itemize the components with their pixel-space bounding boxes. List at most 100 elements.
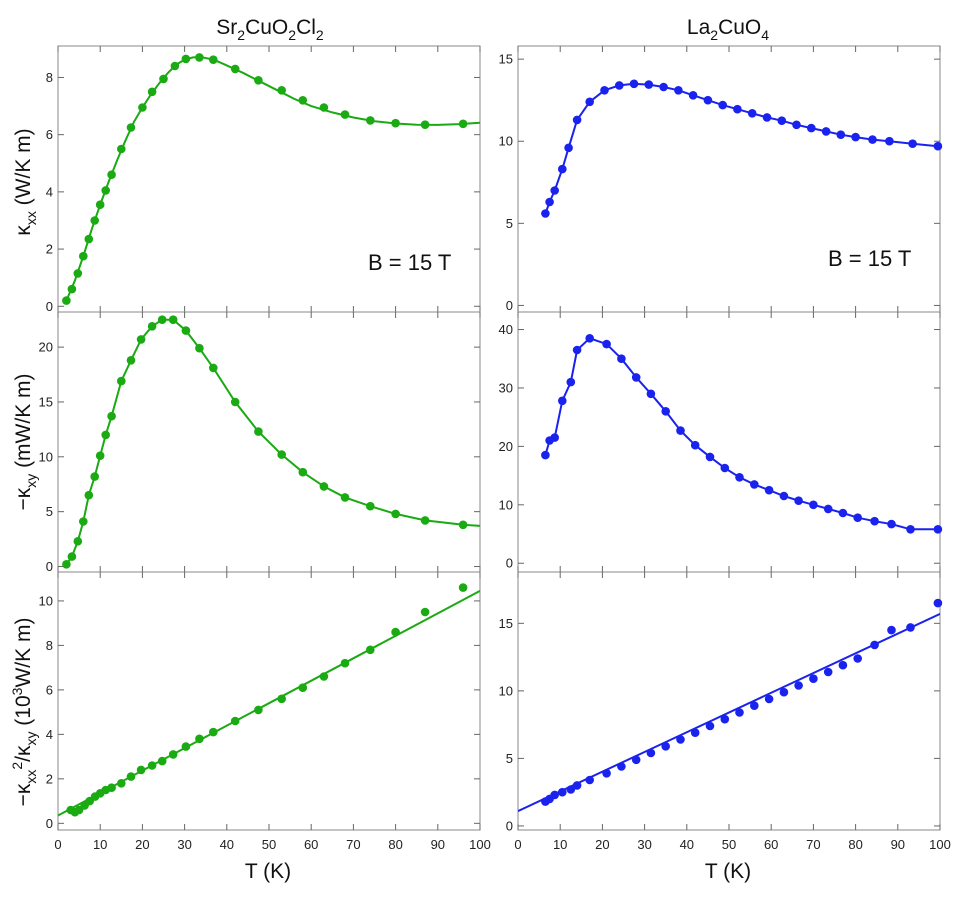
y-tick-label: 6	[46, 127, 53, 142]
data-point	[602, 769, 611, 778]
data-point	[779, 491, 789, 501]
y-tick-label: 10	[499, 497, 513, 512]
x-tick-label: 20	[595, 837, 609, 852]
data-point	[117, 779, 126, 788]
data-point	[631, 373, 641, 382]
data-point	[209, 727, 218, 737]
y-tick-label: 8	[46, 70, 53, 85]
data-point	[617, 762, 626, 771]
data-point	[298, 467, 308, 477]
plot-frame	[517, 311, 941, 573]
data-point	[572, 781, 582, 790]
y-tick-label: 0	[506, 556, 513, 571]
panel-kxy-La2CuO4: 0 10 20 30 40	[499, 311, 943, 573]
data-point	[750, 701, 759, 710]
data-point	[794, 496, 803, 506]
data-point	[79, 517, 88, 526]
y-tick-label: 0	[46, 559, 53, 574]
data-point	[646, 389, 656, 399]
data-point	[254, 705, 263, 715]
data-point	[674, 86, 683, 95]
data-point	[585, 334, 594, 343]
data-point	[319, 672, 329, 681]
data-point	[602, 339, 611, 349]
y-tick-label: 6	[46, 682, 53, 697]
data-point	[420, 607, 430, 617]
data-point	[319, 103, 329, 112]
data-point	[62, 296, 71, 305]
x-tick-label: 70	[806, 837, 820, 852]
data-point	[95, 451, 105, 461]
data-point	[298, 96, 308, 105]
data-point	[90, 216, 99, 225]
ylabel-ratio: −κxx2/κxy (103W/K m)	[9, 618, 39, 807]
data-point	[101, 430, 110, 440]
data-point	[735, 708, 744, 717]
data-point	[600, 86, 609, 95]
data-point	[792, 120, 801, 130]
data-point	[340, 658, 350, 668]
panel-kxy-Sr2CuO2Cl2: 0 5 10 15 20	[39, 311, 481, 574]
data-point	[720, 463, 730, 473]
data-point	[95, 200, 105, 209]
data-point	[705, 452, 715, 462]
data-point	[809, 674, 818, 683]
data-point	[277, 450, 287, 459]
x-tick-label: 100	[929, 837, 951, 852]
data-point	[168, 750, 178, 759]
data-point	[885, 136, 894, 146]
data-point	[230, 64, 240, 74]
data-point	[168, 315, 178, 325]
data-point	[136, 335, 146, 344]
data-point	[90, 472, 99, 481]
data-point	[550, 790, 559, 800]
data-point	[566, 785, 576, 794]
series-line	[544, 82, 938, 214]
data-point	[558, 396, 567, 406]
y-tick-label: 10	[39, 593, 53, 608]
plot-frame	[517, 571, 941, 831]
x-tick-label: 10	[93, 837, 107, 852]
data-point	[181, 54, 191, 64]
data-point	[779, 687, 789, 697]
data-point	[572, 115, 582, 125]
data-point	[209, 363, 218, 373]
data-point	[661, 742, 670, 751]
annotation-field-left: B = 15 T	[368, 250, 451, 275]
data-point	[718, 100, 727, 110]
data-point	[564, 143, 573, 153]
data-point	[838, 660, 848, 670]
y-tick-label: 40	[499, 322, 513, 337]
x-tick-label: 30	[177, 837, 191, 852]
data-point	[807, 123, 816, 133]
data-point	[366, 645, 375, 655]
data-point	[458, 119, 468, 129]
y-tick-label: 30	[499, 380, 513, 395]
data-point	[79, 251, 88, 261]
data-point	[558, 787, 567, 797]
x-tick-label: 40	[680, 837, 694, 852]
y-tick-label: 0	[46, 299, 53, 314]
data-point	[277, 694, 287, 704]
data-point	[541, 209, 550, 218]
annotation-field-right: B = 15 T	[828, 246, 911, 271]
data-point	[851, 132, 860, 142]
data-point	[107, 411, 116, 421]
x-tick-label: 90	[891, 837, 905, 852]
data-point	[541, 450, 550, 460]
data-point	[101, 186, 110, 195]
y-tick-label: 5	[506, 216, 513, 231]
column-title-left: Sr2CuO2Cl2	[216, 16, 324, 43]
data-point	[585, 97, 594, 107]
data-point	[84, 490, 94, 500]
data-point	[117, 144, 126, 154]
data-point	[558, 164, 567, 174]
panel-ratio-La2CuO4: 0 5 10 15 0 10 20 30 40 50 60 70 80 90 100	[499, 571, 951, 852]
data-point	[887, 625, 896, 635]
data-point	[458, 520, 468, 530]
x-tick-label: 60	[304, 837, 318, 852]
data-point	[661, 407, 670, 416]
data-point	[933, 141, 943, 151]
data-point	[126, 123, 136, 132]
